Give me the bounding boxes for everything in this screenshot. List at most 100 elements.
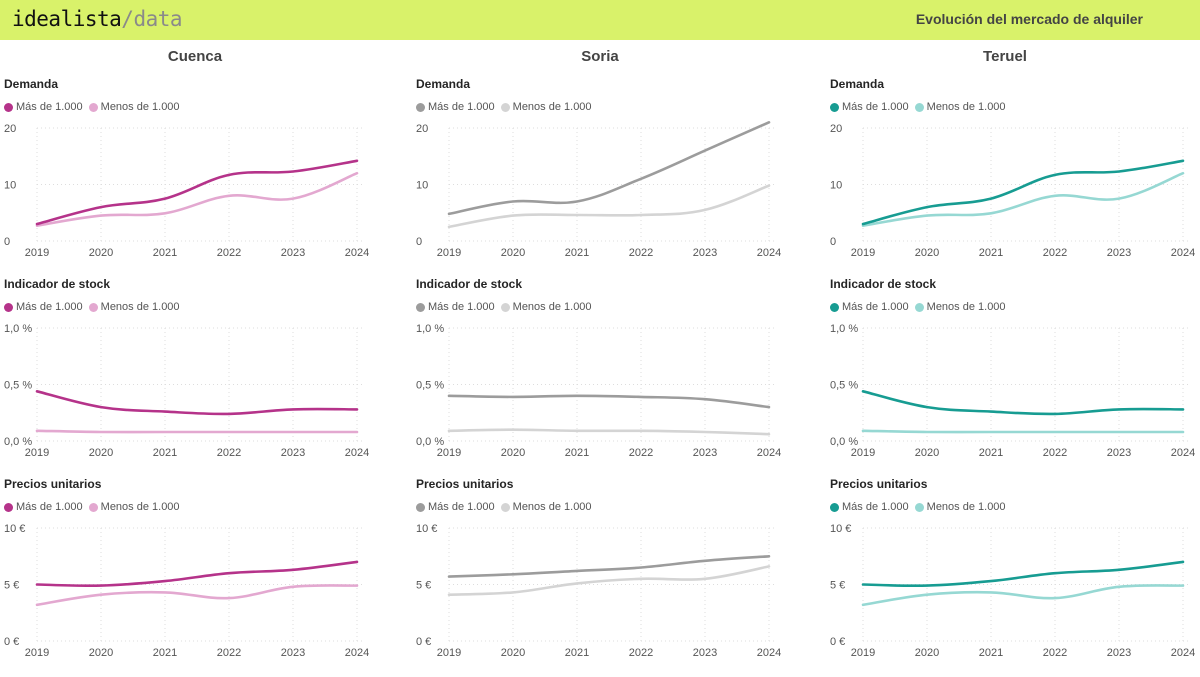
legend-item[interactable]: Más de 1.000: [416, 501, 495, 513]
cuenca-demanda-legend[interactable]: Más de 1.000 Menos de 1.000: [4, 101, 186, 113]
teruel-stock-legend[interactable]: Más de 1.000 Menos de 1.000: [830, 301, 1012, 313]
soria-precios-plot: 0 € 5 € 10 € 2019 2020 2021 2022 2023 2024: [416, 523, 781, 659]
series-line-mas-de-1000[interactable]: [447, 121, 771, 216]
legend-item[interactable]: Más de 1.000: [830, 501, 909, 513]
legend-dot-icon: [4, 302, 13, 312]
legend-dot-icon: [500, 502, 510, 512]
x-tick-label: 2019: [851, 247, 875, 259]
series-line-menos-de-1000[interactable]: [35, 584, 359, 607]
series-line-menos-de-1000[interactable]: [447, 565, 771, 596]
legend-item[interactable]: Menos de 1.000: [914, 101, 1006, 113]
x-tick-label: 2020: [501, 247, 525, 259]
y-tick-label: 20: [4, 123, 16, 135]
series-line-menos-de-1000[interactable]: [447, 428, 771, 436]
teruel-precios-plot: 0 € 5 € 10 € 2019 2020 2021 2022 2023 2024: [830, 523, 1195, 659]
teruel-stock-plot: 0,0 % 0,5 % 1,0 % 2019 2020 2021 2022 2023 2024: [830, 323, 1195, 459]
y-tick-label: 0: [4, 236, 10, 248]
legend-dot-icon: [830, 102, 839, 112]
legend-item[interactable]: Menos de 1.000: [88, 301, 180, 313]
legend-dot-icon: [830, 502, 839, 512]
cuenca-precios-panel: Precios unitarios Más de 1.000 Menos de 1.…: [0, 477, 390, 677]
x-tick-label: 2020: [501, 447, 525, 459]
legend-item[interactable]: Menos de 1.000: [500, 301, 592, 313]
legend-item[interactable]: Más de 1.000: [416, 101, 495, 113]
legend-label: Más de 1.000: [428, 101, 495, 113]
legend-dot-icon: [500, 302, 510, 312]
y-tick-label: 0 €: [4, 636, 19, 648]
x-tick-label: 2024: [757, 247, 781, 259]
legend-item[interactable]: Menos de 1.000: [500, 501, 592, 513]
legend-item[interactable]: Más de 1.000: [830, 101, 909, 113]
legend-dot-icon: [88, 302, 98, 312]
x-tick-label: 2024: [345, 247, 369, 259]
legend-item[interactable]: Menos de 1.000: [88, 101, 180, 113]
series-line-menos-de-1000[interactable]: [861, 171, 1185, 227]
series-line-mas-de-1000[interactable]: [35, 159, 359, 226]
legend-dot-icon: [830, 302, 839, 312]
legend-label: Más de 1.000: [16, 301, 83, 313]
y-tick-label: 0 €: [830, 636, 845, 648]
soria-stock-plot: 0,0 % 0,5 % 1,0 % 2019 2020 2021 2022 2023 2024: [416, 323, 781, 459]
y-tick-label: 5 €: [830, 580, 845, 592]
cuenca-precios-legend[interactable]: Más de 1.000 Menos de 1.000: [4, 501, 186, 513]
x-tick-label: 2019: [25, 447, 49, 459]
legend-item[interactable]: Más de 1.000: [4, 101, 83, 113]
cuenca-stock-legend[interactable]: Más de 1.000 Menos de 1.000: [4, 301, 186, 313]
x-tick-label: 2022: [629, 247, 653, 259]
x-tick-label: 2021: [565, 247, 589, 259]
legend-item[interactable]: Menos de 1.000: [500, 101, 592, 113]
x-tick-label: 2021: [153, 247, 177, 259]
teruel-demanda-legend[interactable]: Más de 1.000 Menos de 1.000: [830, 101, 1012, 113]
x-tick-label: 2019: [851, 447, 875, 459]
legend-item[interactable]: Menos de 1.000: [914, 501, 1006, 513]
series-line-mas-de-1000[interactable]: [447, 394, 771, 409]
series-line-menos-de-1000[interactable]: [861, 584, 1185, 607]
soria-stock-legend[interactable]: Más de 1.000 Menos de 1.000: [416, 301, 598, 313]
cuenca-precios-plot: 0 € 5 € 10 € 2019 2020 2021 2022 2023 2024: [4, 523, 369, 659]
teruel-precios-title: Precios unitarios: [830, 477, 928, 491]
legend-label: Más de 1.000: [428, 301, 495, 313]
legend-item[interactable]: Más de 1.000: [416, 301, 495, 313]
series-line-menos-de-1000[interactable]: [35, 429, 359, 434]
column-title-teruel: Teruel: [983, 48, 1027, 65]
x-tick-label: 2023: [1107, 447, 1131, 459]
series-line-menos-de-1000[interactable]: [447, 184, 771, 229]
teruel-precios-panel: Precios unitarios Más de 1.000 Menos de 1.…: [826, 477, 1200, 677]
legend-label: Menos de 1.000: [926, 101, 1006, 113]
x-tick-label: 2019: [437, 247, 461, 259]
x-tick-label: 2024: [345, 447, 369, 459]
x-tick-label: 2024: [757, 647, 781, 659]
x-tick-label: 2019: [25, 247, 49, 259]
x-tick-label: 2021: [565, 647, 589, 659]
series-line-mas-de-1000[interactable]: [35, 560, 359, 588]
soria-demanda-legend[interactable]: Más de 1.000 Menos de 1.000: [416, 101, 598, 113]
y-tick-label: 20: [830, 123, 842, 135]
legend-label: Más de 1.000: [842, 301, 909, 313]
legend-label: Menos de 1.000: [512, 101, 592, 113]
legend-item[interactable]: Menos de 1.000: [914, 301, 1006, 313]
y-tick-label: 0,5 %: [830, 380, 858, 392]
cuenca-demanda-panel: Demanda Más de 1.000 Menos de 1.000 0 10 20 20…: [0, 77, 390, 277]
series-line-mas-de-1000[interactable]: [861, 560, 1185, 588]
legend-dot-icon: [416, 102, 425, 112]
legend-item[interactable]: Más de 1.000: [4, 501, 83, 513]
legend-label: Más de 1.000: [842, 501, 909, 513]
series-line-menos-de-1000[interactable]: [861, 429, 1185, 434]
series-line-mas-de-1000[interactable]: [861, 390, 1185, 416]
teruel-precios-legend[interactable]: Más de 1.000 Menos de 1.000: [830, 501, 1012, 513]
series-line-menos-de-1000[interactable]: [35, 171, 359, 227]
series-line-mas-de-1000[interactable]: [447, 555, 771, 578]
cuenca-stock-title: Indicador de stock: [4, 277, 111, 291]
brand-logo: idealista/data: [12, 7, 183, 31]
x-tick-label: 2023: [281, 247, 305, 259]
legend-item[interactable]: Menos de 1.000: [88, 501, 180, 513]
series-line-mas-de-1000[interactable]: [35, 390, 359, 416]
teruel-stock-title: Indicador de stock: [830, 277, 937, 291]
legend-item[interactable]: Más de 1.000: [4, 301, 83, 313]
column-title-soria: Soria: [581, 48, 619, 65]
x-tick-label: 2020: [89, 647, 113, 659]
x-tick-label: 2021: [979, 247, 1003, 259]
series-line-mas-de-1000[interactable]: [861, 159, 1185, 226]
soria-precios-legend[interactable]: Más de 1.000 Menos de 1.000: [416, 501, 598, 513]
legend-item[interactable]: Más de 1.000: [830, 301, 909, 313]
